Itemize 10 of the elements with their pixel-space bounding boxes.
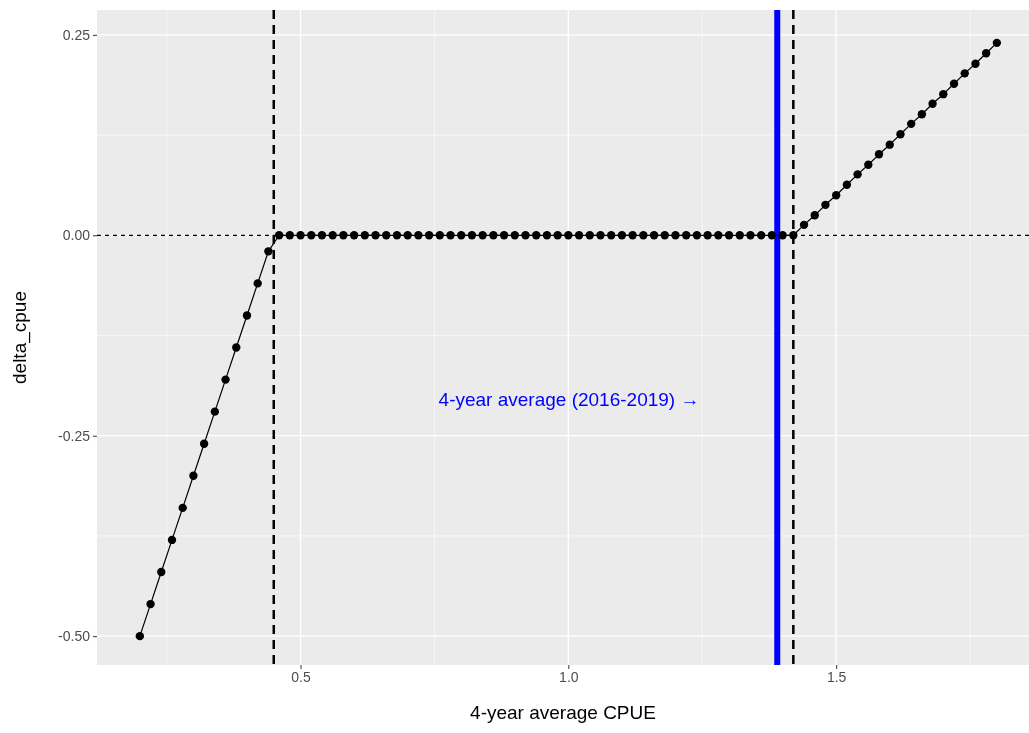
y-axis-title: delta_cpue: [9, 291, 31, 384]
y-tick-label: 0.00: [62, 227, 91, 244]
x-axis-title: 4-year average CPUE: [470, 702, 656, 723]
y-tick-label: 0.25: [62, 26, 91, 43]
annotation: 4-year average (2016-2019) →: [438, 389, 700, 411]
x-tick-label: 1.5: [826, 668, 847, 685]
x-tick-label: 0.5: [291, 668, 311, 685]
y-tick-label: -0.25: [58, 427, 91, 444]
y-tick-label: -0.50: [58, 628, 91, 645]
x-tick-label: 1.0: [559, 668, 579, 685]
